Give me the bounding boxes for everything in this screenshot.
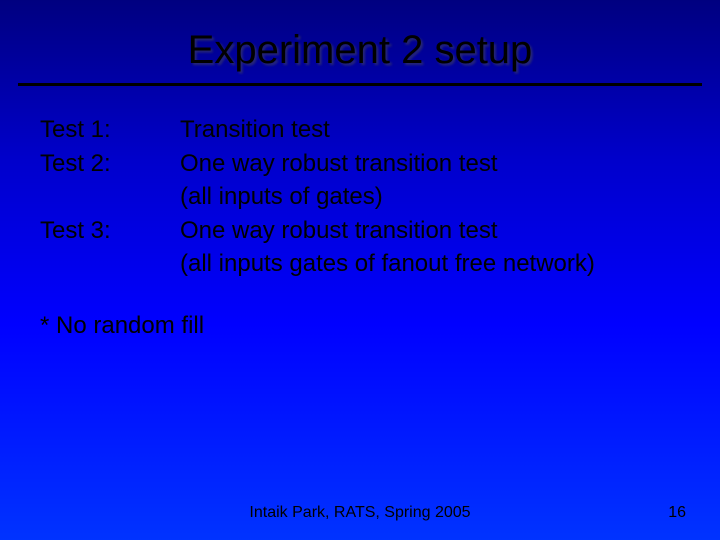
footer-center-text: Intaik Park, RATS, Spring 2005: [249, 504, 470, 522]
footnote: * No random fill: [40, 310, 680, 342]
slide-content: Test 1: Transition test Test 2: One way …: [0, 86, 720, 342]
test-row: Test 2: One way robust transition test(a…: [40, 148, 680, 213]
slide-number: 16: [668, 504, 686, 522]
test-description: One way robust transition test(all input…: [180, 215, 680, 280]
title-block: Experiment 2 setup: [0, 0, 720, 86]
test-label: Test 3:: [40, 215, 180, 280]
test-description: Transition test: [180, 114, 680, 146]
slide-title: Experiment 2 setup: [0, 28, 720, 73]
test-label: Test 1:: [40, 114, 180, 146]
test-description: One way robust transition test(all input…: [180, 148, 680, 213]
test-label: Test 2:: [40, 148, 180, 213]
test-row: Test 1: Transition test: [40, 114, 680, 146]
test-row: Test 3: One way robust transition test(a…: [40, 215, 680, 280]
